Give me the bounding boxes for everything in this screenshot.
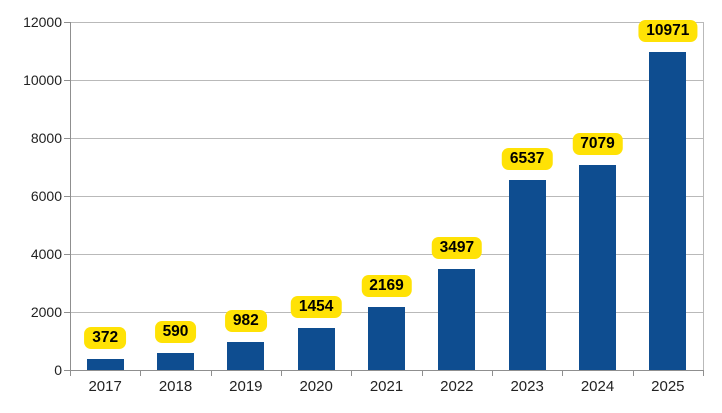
bar-value-label: 2169 [361,275,412,298]
x-tick-mark [703,370,704,376]
x-tick-mark [351,370,353,376]
gridline [70,22,703,23]
y-axis-line [70,22,71,376]
gridline [70,254,703,255]
bar [297,327,335,370]
x-tick-mark [140,370,142,376]
y-tick-label: 0 [54,362,62,378]
y-tick-mark [64,254,70,255]
bar [508,180,546,370]
gridline [70,196,703,197]
x-tick-label: 2024 [580,378,615,395]
bar [649,51,687,370]
bar [579,164,616,370]
y-tick-label: 4000 [30,246,62,262]
y-tick-label: 10000 [23,72,62,88]
bar-value-label: 590 [154,320,197,343]
y-tick-mark [64,138,70,139]
bar-value-label: 982 [224,309,267,332]
x-tick-label: 2023 [510,378,544,395]
x-tick-label: 2017 [88,378,122,395]
x-tick-mark [281,370,282,376]
y-tick-label: 8000 [30,130,62,146]
y-tick-label: 6000 [30,188,62,204]
x-tick-mark [210,370,212,376]
bar [227,341,265,370]
x-tick-mark [632,370,634,376]
x-tick-label: 2025 [651,378,685,395]
x-tick-label: 2020 [299,378,333,395]
y-tick-mark [64,370,70,371]
y-tick-mark [64,196,70,197]
y-tick-mark [64,312,70,313]
y-tick-label: 2000 [30,304,62,320]
bar-value-label: 10971 [638,19,698,42]
gridline [70,80,703,81]
x-tick-mark [421,370,423,376]
x-tick-label: 2021 [369,378,404,395]
x-tick-label: 2019 [229,378,263,395]
y-tick-mark [64,80,70,81]
bar [368,307,405,370]
bar-value-label: 6537 [501,148,553,171]
x-tick-mark [562,370,564,376]
bar [157,352,194,370]
bar-value-label: 3497 [431,236,483,259]
x-axis-line [64,370,703,371]
y-tick-label: 12000 [23,14,62,30]
x-tick-label: 2022 [440,378,474,395]
bar-value-label: 7079 [572,132,623,155]
bar-value-label: 1454 [290,295,342,318]
gridline [70,138,703,139]
plot-right-border [703,22,704,370]
bar [438,268,476,370]
bar-value-label: 372 [84,327,127,350]
x-tick-mark [492,370,493,376]
x-tick-label: 2018 [158,378,193,395]
y-tick-mark [64,22,70,23]
bar [86,359,124,370]
